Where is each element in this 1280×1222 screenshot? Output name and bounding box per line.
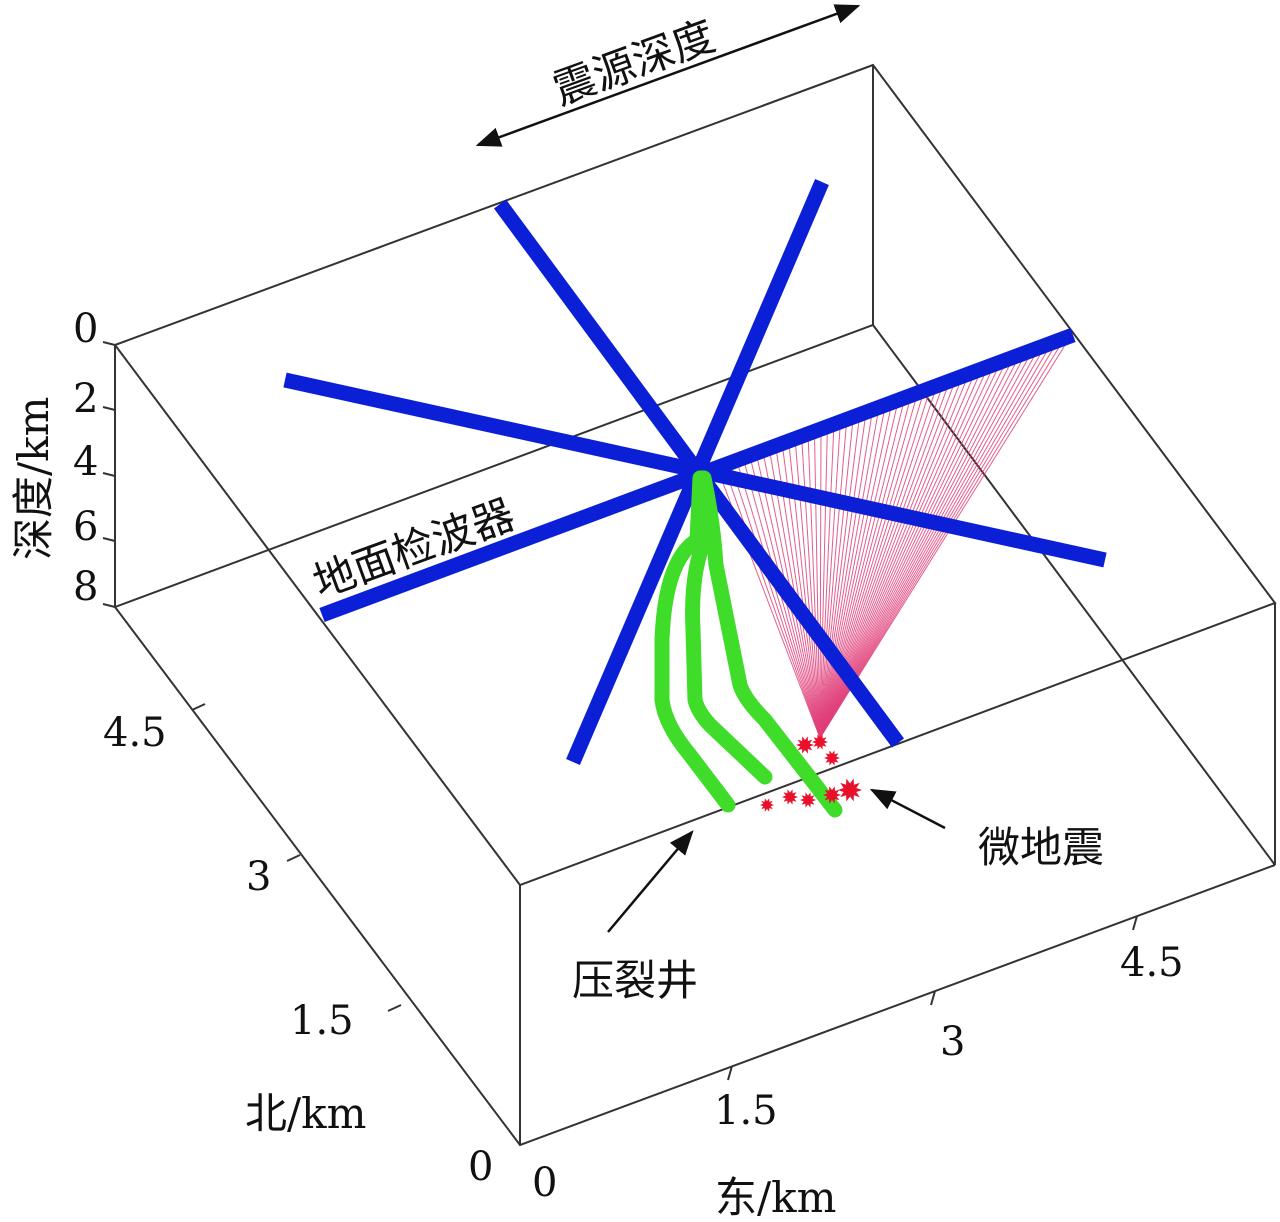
east-tick-0: 0 bbox=[532, 1160, 557, 1206]
microseismic-label: 微地震 bbox=[978, 823, 1104, 872]
east-axis: 0 1.5 3 4.5 东/km bbox=[532, 915, 1184, 1222]
microseismic-event-2 bbox=[812, 734, 828, 750]
ray-25 bbox=[819, 408, 880, 739]
microseismic-event-4 bbox=[760, 798, 774, 812]
depth-tick-mark-8 bbox=[102, 603, 116, 608]
ray-27 bbox=[819, 403, 893, 739]
ray-23 bbox=[819, 413, 867, 739]
ray-2 bbox=[730, 464, 821, 739]
microseismic-event-6 bbox=[800, 792, 816, 808]
frac-well-label: 压裂井 bbox=[572, 956, 698, 1005]
microseismic-event-3 bbox=[824, 750, 840, 766]
bounding-box bbox=[113, 63, 1277, 1147]
ray-26 bbox=[819, 405, 886, 739]
ray-16 bbox=[819, 430, 822, 739]
ray-31 bbox=[819, 393, 918, 739]
north-tick-mark-1.5 bbox=[387, 1004, 402, 1012]
ray-17 bbox=[819, 427, 828, 739]
east-tick-mark-1.5 bbox=[727, 1065, 733, 1081]
microseismic-event-8 bbox=[838, 778, 862, 802]
ray-55 bbox=[819, 333, 1073, 739]
ray-34 bbox=[819, 385, 938, 739]
north-tick-4.5: 4.5 bbox=[103, 710, 167, 756]
depth-tick-4: 4 bbox=[73, 439, 98, 485]
north-tick-1.5: 1.5 bbox=[290, 998, 354, 1044]
depth-tick-6: 6 bbox=[73, 504, 98, 550]
ray-51 bbox=[819, 343, 1047, 739]
frac-well-1 bbox=[654, 470, 736, 813]
east-tick-4.5: 4.5 bbox=[1120, 940, 1184, 986]
ray-24 bbox=[819, 410, 873, 739]
microseismic-arrow bbox=[869, 788, 946, 830]
east-axis-title: 东/km bbox=[715, 1173, 836, 1222]
east-tick-3: 3 bbox=[940, 1019, 965, 1065]
inner-back-edges bbox=[114, 323, 1276, 866]
north-tick-mark-4.5 bbox=[191, 703, 206, 711]
ray-53 bbox=[819, 338, 1060, 739]
north-tick-0: 0 bbox=[468, 1144, 493, 1190]
ray-4 bbox=[743, 459, 821, 739]
microseismic-event-5 bbox=[782, 789, 798, 805]
ray-50 bbox=[819, 346, 1041, 739]
microseismic-events bbox=[760, 734, 862, 812]
ray-3 bbox=[736, 462, 821, 739]
north-axis-title: 北/km bbox=[245, 1089, 366, 1138]
ray-35 bbox=[819, 383, 944, 739]
depth-tick-mark-2 bbox=[102, 406, 116, 411]
depth-tick-0: 0 bbox=[73, 306, 98, 352]
east-tick-1.5: 1.5 bbox=[714, 1088, 778, 1134]
ray-22 bbox=[819, 415, 861, 739]
ray-18 bbox=[819, 425, 835, 739]
source-depth-label: 震源深度 bbox=[547, 11, 722, 115]
ray-33 bbox=[819, 388, 931, 739]
ray-20 bbox=[819, 420, 848, 739]
depth-tick-mark-0 bbox=[102, 341, 116, 346]
ray-1 bbox=[723, 467, 821, 739]
frac-well-arrow bbox=[607, 830, 694, 933]
depth-tick-2: 2 bbox=[73, 376, 98, 422]
ray-21 bbox=[819, 418, 854, 739]
frac-well-3 bbox=[696, 470, 843, 818]
ray-32 bbox=[819, 390, 925, 739]
depth-tick-8: 8 bbox=[73, 564, 98, 610]
north-axis: 4.5 3 1.5 0 北/km bbox=[103, 703, 493, 1190]
depth-axis-title: 深度/km bbox=[9, 397, 58, 560]
ray-14 bbox=[807, 435, 821, 739]
ray-28 bbox=[819, 400, 899, 739]
east-tick-mark-4.5 bbox=[1132, 915, 1138, 931]
ray-19 bbox=[819, 422, 841, 739]
ray-29 bbox=[819, 398, 906, 739]
east-tick-mark-3 bbox=[930, 990, 936, 1006]
north-tick-mark-3 bbox=[286, 854, 301, 862]
ray-52 bbox=[819, 341, 1054, 739]
ray-54 bbox=[819, 336, 1067, 739]
ray-15 bbox=[814, 432, 821, 739]
depth-tick-mark-4 bbox=[102, 472, 116, 477]
north-tick-3: 3 bbox=[246, 854, 271, 900]
depth-axis: 0 2 4 6 8 深度/km bbox=[9, 306, 116, 610]
microseismic-event-7 bbox=[823, 786, 841, 804]
frac-well-2 bbox=[685, 470, 773, 785]
ray-30 bbox=[819, 395, 912, 739]
microseismic-event-1 bbox=[796, 736, 814, 754]
ray-37 bbox=[819, 378, 957, 739]
depth-tick-mark-6 bbox=[102, 537, 116, 542]
frac-wells bbox=[654, 470, 843, 818]
source-depth-arrow bbox=[475, 4, 861, 147]
